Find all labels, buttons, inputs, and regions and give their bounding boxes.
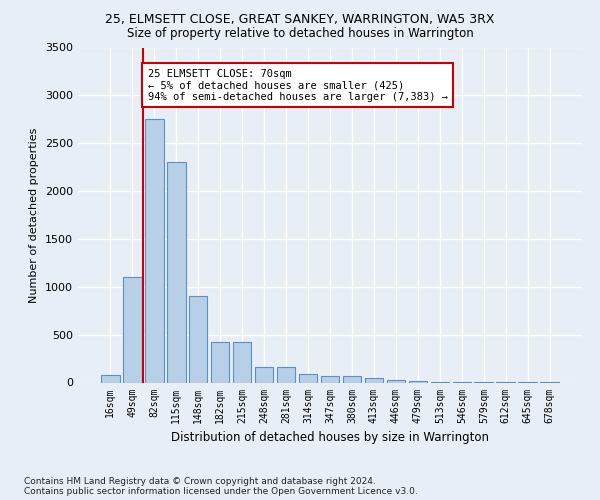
Y-axis label: Number of detached properties: Number of detached properties	[29, 128, 40, 302]
Bar	[277, 367, 295, 382]
X-axis label: Distribution of detached houses by size in Warrington: Distribution of detached houses by size …	[171, 431, 489, 444]
Bar	[167, 162, 185, 382]
Bar	[365, 378, 383, 382]
Bar	[386, 380, 405, 382]
Bar	[123, 277, 142, 382]
Bar	[299, 374, 317, 382]
Text: Size of property relative to detached houses in Warrington: Size of property relative to detached ho…	[127, 28, 473, 40]
Text: 25, ELMSETT CLOSE, GREAT SANKEY, WARRINGTON, WA5 3RX: 25, ELMSETT CLOSE, GREAT SANKEY, WARRING…	[105, 12, 495, 26]
Bar	[255, 367, 274, 382]
Bar	[189, 296, 208, 382]
Bar	[320, 376, 340, 382]
Bar	[101, 376, 119, 382]
Text: Contains public sector information licensed under the Open Government Licence v3: Contains public sector information licen…	[24, 487, 418, 496]
Bar	[409, 380, 427, 382]
Text: Contains HM Land Registry data © Crown copyright and database right 2024.: Contains HM Land Registry data © Crown c…	[24, 477, 376, 486]
Text: 25 ELMSETT CLOSE: 70sqm
← 5% of detached houses are smaller (425)
94% of semi-de: 25 ELMSETT CLOSE: 70sqm ← 5% of detached…	[148, 68, 448, 102]
Bar	[211, 342, 229, 382]
Bar	[233, 342, 251, 382]
Bar	[145, 120, 164, 382]
Bar	[343, 376, 361, 382]
